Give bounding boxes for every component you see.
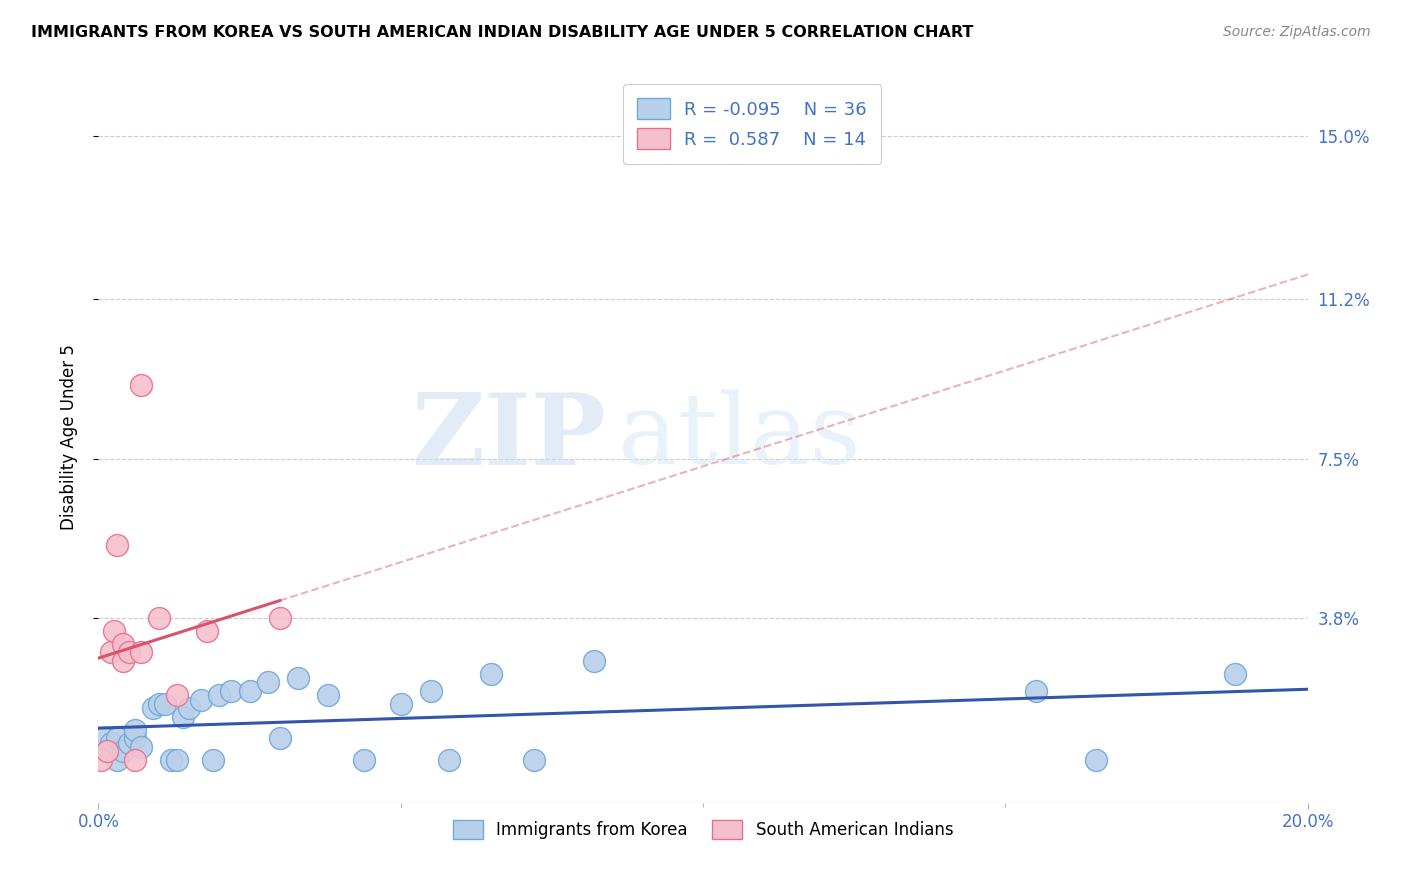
Point bbox=[118, 735, 141, 749]
Point bbox=[118, 645, 141, 659]
Point bbox=[103, 624, 125, 638]
Text: atlas: atlas bbox=[619, 389, 860, 485]
Point bbox=[111, 654, 134, 668]
Text: IMMIGRANTS FROM KOREA VS SOUTH AMERICAN INDIAN DISABILITY AGE UNDER 5 CORRELATIO: IMMIGRANTS FROM KOREA VS SOUTH AMERICAN … bbox=[31, 25, 973, 40]
Point bbox=[256, 675, 278, 690]
Point bbox=[148, 697, 170, 711]
Point bbox=[100, 735, 122, 749]
Point bbox=[96, 744, 118, 758]
Point bbox=[105, 731, 128, 746]
Point bbox=[195, 624, 218, 638]
Point bbox=[269, 731, 291, 746]
Point bbox=[124, 753, 146, 767]
Point bbox=[190, 692, 212, 706]
Point bbox=[124, 723, 146, 737]
Point bbox=[1223, 666, 1246, 681]
Point bbox=[420, 684, 443, 698]
Point bbox=[111, 744, 134, 758]
Point bbox=[100, 645, 122, 659]
Point bbox=[105, 753, 128, 767]
Point bbox=[583, 654, 606, 668]
Point bbox=[437, 753, 460, 767]
Legend: Immigrants from Korea, South American Indians: Immigrants from Korea, South American In… bbox=[446, 814, 960, 846]
Point bbox=[202, 753, 225, 767]
Point bbox=[316, 688, 339, 702]
Point bbox=[129, 739, 152, 754]
Point bbox=[129, 378, 152, 392]
Point bbox=[287, 671, 309, 685]
Point bbox=[523, 753, 546, 767]
Text: ZIP: ZIP bbox=[412, 389, 606, 485]
Point bbox=[239, 684, 262, 698]
Point bbox=[96, 744, 118, 758]
Point bbox=[160, 753, 183, 767]
Point bbox=[269, 611, 291, 625]
Point bbox=[91, 731, 114, 746]
Point bbox=[208, 688, 231, 702]
Y-axis label: Disability Age Under 5: Disability Age Under 5 bbox=[59, 344, 77, 530]
Point bbox=[1085, 753, 1108, 767]
Point bbox=[1024, 684, 1046, 698]
Point bbox=[166, 753, 188, 767]
Point bbox=[166, 688, 188, 702]
Point bbox=[105, 538, 128, 552]
Point bbox=[353, 753, 375, 767]
Point bbox=[90, 753, 112, 767]
Point bbox=[389, 697, 412, 711]
Text: Source: ZipAtlas.com: Source: ZipAtlas.com bbox=[1223, 25, 1371, 39]
Point bbox=[148, 611, 170, 625]
Point bbox=[153, 697, 176, 711]
Point bbox=[179, 701, 201, 715]
Point bbox=[124, 731, 146, 746]
Point bbox=[221, 684, 243, 698]
Point bbox=[142, 701, 165, 715]
Point bbox=[172, 710, 194, 724]
Point bbox=[481, 666, 503, 681]
Point bbox=[111, 637, 134, 651]
Point bbox=[129, 645, 152, 659]
